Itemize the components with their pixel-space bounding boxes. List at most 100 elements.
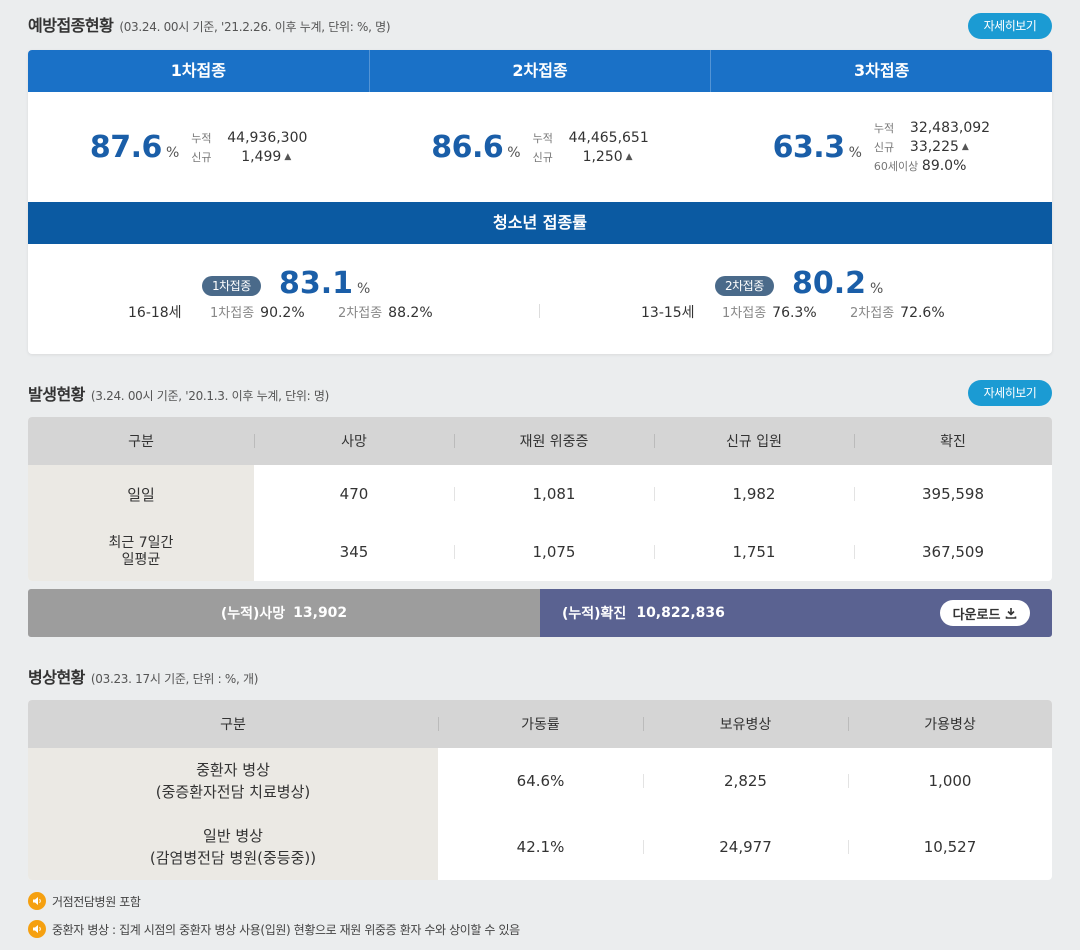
occurrence-table-card: 구분 사망 재원 위중증 신규 입원 확진 일일 470 1,081 1,982… (28, 417, 1052, 581)
dose-header-3: 3차접종 (854, 61, 910, 80)
dose-header-2: 2차접종 (370, 50, 712, 92)
dose-cell-3: 63.3 % 누적 32,483,092 신규 33,225 ▲ 60세이상 89.0% (711, 92, 1052, 202)
speaker-icon (28, 892, 46, 910)
new-label: 신규 (532, 150, 553, 164)
note-item: 중환자 병상 : 집계 시점의 중환자 병상 사용(입원) 현황으로 재원 위중… (28, 920, 520, 938)
table-row: 일일 470 1,081 1,982 395,598 (28, 465, 1052, 523)
column-header: 보유병상 (643, 700, 848, 748)
table-cell: 10,527 (848, 814, 1052, 880)
table-cell: 42.1% (516, 838, 565, 856)
occurrence-section-title: 발생현황 (3.24. 00시 기준, '20.1.3. 이후 누계, 단위: … (28, 381, 329, 405)
row-label: 일일 (28, 465, 254, 523)
youth-dose1-2: 1차접종 76.3% (722, 302, 817, 321)
occurrence-subtitle: (3.24. 00시 기준, '20.1.3. 이후 누계, 단위: 명) (90, 389, 330, 403)
row-label: 일반 병상 (감염병전담 병원(중등중)) (28, 814, 438, 880)
new-label: 신규 (873, 141, 895, 154)
row-label: 중환자 병상 (중증환자전담 치료병상) (28, 748, 438, 814)
table-cell: 1,081 (454, 465, 654, 523)
beds-section-title: 병상현황 (03.23. 17시 기준, 단위 : %, 개) (28, 664, 258, 688)
youth-header: 청소년 접종률 (28, 202, 1052, 244)
dose-rate: 87.6 % (90, 130, 179, 165)
dose-rate-value: 63.3 (772, 129, 846, 165)
occurrence-title: 발생현황 (28, 385, 85, 404)
youth-rate-1: 83.1 % (279, 266, 370, 301)
table-cell: 24,977 (643, 814, 848, 880)
cumulative-death-value: 13,902 (293, 605, 348, 621)
table-cell: 1,075 (454, 523, 654, 581)
cumulative-label: 누적 (191, 131, 212, 145)
dose-header-1: 1차접종 (28, 50, 370, 92)
download-icon (1006, 608, 1017, 619)
youth-dose2-label: 2차접종 (338, 306, 383, 321)
youth-age-1: 16-18세 (128, 305, 182, 321)
occurrence-table: 구분 사망 재원 위중증 신규 입원 확진 일일 470 1,081 1,982… (28, 417, 1052, 581)
note-text: 중환자 병상 : 집계 시점의 중환자 병상 사용(입원) 현황으로 재원 위중… (52, 922, 520, 937)
download-label: 다운로드 (952, 606, 1001, 622)
beds-title: 병상현황 (28, 668, 85, 687)
table-cell: 64.6% (516, 772, 565, 790)
youth-rate-value: 80.2 (792, 266, 867, 301)
cumulative-label: 누적 (873, 122, 895, 135)
cumulative-bar: (누적)사망 13,902 (누적)확진 10,822,836 다운로드 (28, 589, 1052, 637)
column-header: 구분 (28, 700, 438, 748)
new-value: 33,225 (909, 139, 959, 155)
table-cell: 1,751 (654, 523, 854, 581)
beds-subtitle: (03.23. 17시 기준, 단위 : %, 개) (90, 672, 259, 686)
download-button[interactable]: 다운로드 (940, 600, 1030, 626)
occurrence-more-button[interactable]: 자세히보기 (968, 380, 1052, 406)
cumulative-value: 32,483,092 (909, 120, 991, 136)
column-header: 사망 (254, 417, 454, 465)
youth-dose1-value: 76.3% (772, 305, 817, 321)
dose-rate-unit: % (507, 144, 521, 161)
table-cell: 367,509 (854, 523, 1052, 581)
column-header: 재원 위중증 (454, 417, 654, 465)
youth-stats-row: 1차접종 83.1 % 16-18세 1차접종 90.2% 2차접종 88.2%… (28, 244, 1052, 354)
new-value: 1,250 (582, 148, 623, 165)
column-header: 가용병상 (848, 700, 1052, 748)
youth-age-2: 13-15세 (641, 305, 695, 321)
table-cell: 1,000 (848, 748, 1052, 814)
youth-rate-2: 80.2 % (792, 266, 883, 301)
table-cell: 2,825 (643, 748, 848, 814)
dose-cell-1: 87.6 % 누적 44,936,300 신규 1,499 ▲ (28, 92, 369, 202)
youth-dose2-label: 2차접종 (850, 306, 895, 321)
cumulative-death-label: (누적)사망 (220, 606, 286, 622)
youth-rate-unit: % (357, 281, 371, 297)
table-header-row: 구분 가동률 보유병상 가용병상 (28, 700, 1052, 748)
cumulative-label: 누적 (532, 131, 553, 145)
dose-header-row: 1차접종 2차접종 3차접종 (28, 50, 1052, 92)
beds-table: 구분 가동률 보유병상 가용병상 중환자 병상 (중증환자전담 치료병상) 64… (28, 700, 1052, 880)
up-triangle-icon: ▲ (961, 142, 969, 152)
youth-dose2-2: 2차접종 72.6% (850, 302, 945, 321)
table-cell: 395,598 (854, 465, 1052, 523)
vaccination-subtitle: (03.24. 00시 기준, '21.2.26. 이후 누계, 단위: %, … (119, 20, 391, 34)
youth-dose1-1: 1차접종 90.2% (210, 302, 305, 321)
youth-rate-unit: % (870, 281, 884, 297)
speaker-icon (28, 920, 46, 938)
table-cell: 1,982 (654, 465, 854, 523)
table-cell: 470 (339, 485, 369, 503)
cumulative-death: (누적)사망 13,902 (28, 589, 540, 637)
vaccination-more-button[interactable]: 자세히보기 (968, 13, 1052, 39)
youth-dose1-value: 90.2% (260, 305, 305, 321)
youth-dose1-label: 1차접종 (722, 306, 767, 321)
dose-cell-2: 86.6 % 누적 44,465,651 신규 1,250 ▲ (369, 92, 710, 202)
youth-divider (539, 304, 540, 318)
note-text: 거점전담병원 포함 (52, 894, 141, 909)
vaccination-title: 예방접종현황 (28, 16, 114, 35)
age60-label: 60세이상 (873, 160, 919, 173)
dose-rate-unit: % (848, 144, 862, 161)
vaccination-card: 1차접종 2차접종 3차접종 87.6 % 누적 44,936,300 신규 1,4… (28, 50, 1052, 354)
cumulative-value: 44,936,300 (227, 129, 308, 146)
new-value: 1,499 (241, 148, 282, 165)
dose-rate: 63.3 % (773, 130, 862, 165)
youth-badge-1: 1차접종 (202, 276, 261, 296)
dose-stats-row: 87.6 % 누적 44,936,300 신규 1,499 ▲ 86.6 % 누적 44… (28, 92, 1052, 202)
cumulative-confirmed-label: (누적)확진 (562, 606, 627, 622)
cumulative-value: 44,465,651 (568, 129, 649, 146)
youth-dose2-value: 88.2% (388, 305, 433, 321)
vaccination-section-title: 예방접종현황 (03.24. 00시 기준, '21.2.26. 이후 누계, … (28, 12, 391, 36)
dose-rate-value: 86.6 (431, 129, 504, 165)
note-item: 거점전담병원 포함 (28, 892, 141, 910)
age60-value: 89.0% (921, 158, 967, 174)
